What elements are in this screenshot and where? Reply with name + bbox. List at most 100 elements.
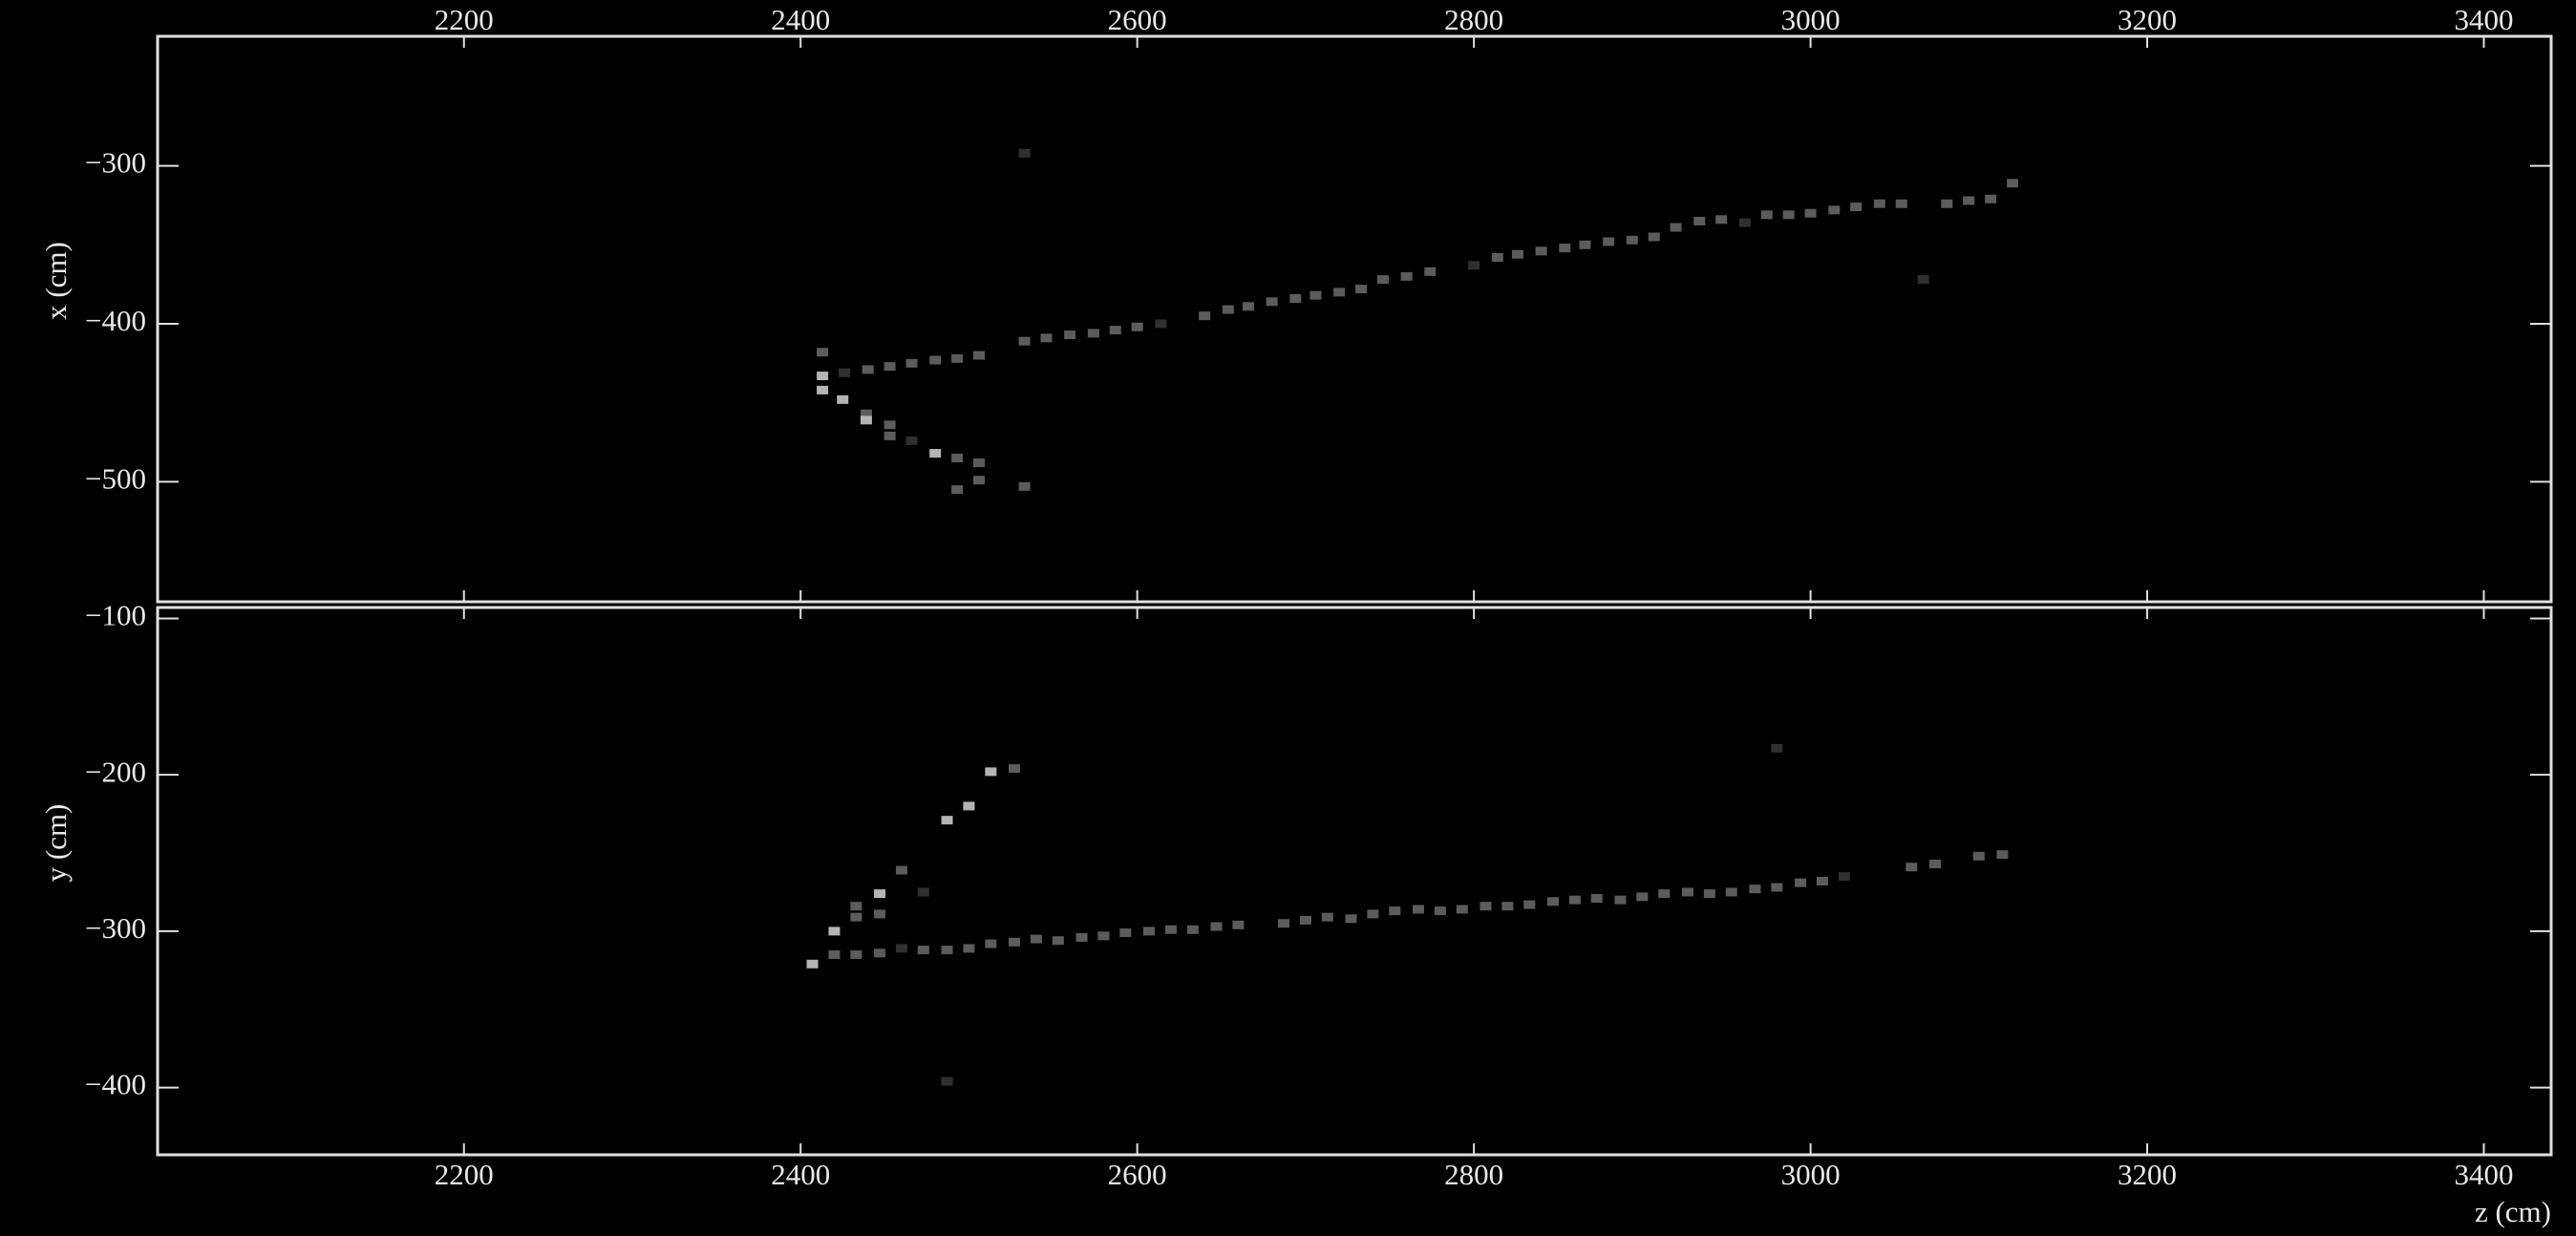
hit: [1143, 927, 1155, 935]
hit: [850, 902, 862, 910]
hit: [1223, 306, 1234, 314]
hit: [1389, 906, 1400, 915]
hit: [1413, 905, 1424, 913]
x-tick-label: 2600: [1108, 1158, 1167, 1191]
hit: [1064, 330, 1075, 339]
hit: [1795, 879, 1806, 887]
hit: [1658, 889, 1670, 898]
hit: [1309, 291, 1321, 300]
x-axis-label: z (cm): [2475, 1195, 2551, 1228]
hit: [1289, 294, 1301, 303]
x-tick-label: 2200: [435, 3, 494, 36]
hit: [1579, 241, 1590, 249]
hit: [1165, 926, 1177, 934]
hit: [1918, 275, 1929, 284]
y-tick-label: −300: [85, 911, 146, 945]
hit: [1053, 936, 1064, 945]
hit: [918, 946, 929, 954]
hit: [1761, 210, 1773, 219]
hit: [1569, 896, 1581, 905]
hit: [850, 950, 862, 959]
y-tick-label: −300: [85, 146, 146, 180]
hit: [1682, 887, 1693, 896]
hit: [837, 395, 848, 404]
hit: [1401, 272, 1413, 281]
hit: [1547, 897, 1559, 906]
hit: [906, 437, 918, 445]
hit: [1905, 863, 1917, 871]
hit: [1367, 909, 1378, 918]
hit: [942, 816, 953, 824]
hit: [1267, 297, 1278, 306]
plot-frame: [158, 36, 2551, 602]
x-tick-label: 2400: [771, 3, 830, 36]
hit: [874, 889, 885, 898]
hit: [1771, 744, 1782, 753]
hit: [884, 432, 896, 440]
hit: [1536, 246, 1547, 255]
hit: [874, 948, 885, 957]
hit: [1896, 200, 1907, 208]
hit: [1771, 884, 1782, 892]
hit: [1435, 906, 1446, 915]
hit: [1671, 224, 1682, 232]
hit: [1097, 931, 1109, 940]
x-tick-label: 2400: [771, 1158, 830, 1191]
hit: [1996, 850, 2008, 859]
hit: [1614, 896, 1626, 905]
hit: [1941, 200, 1952, 208]
y-tick-label: −400: [85, 304, 146, 337]
hit: [1874, 200, 1885, 208]
hit: [1850, 202, 1862, 211]
hit: [1985, 195, 1996, 203]
hit: [839, 369, 850, 377]
hit: [1704, 889, 1715, 898]
hit: [828, 950, 840, 959]
hit: [942, 946, 953, 954]
hit: [1627, 236, 1638, 245]
hit: [1031, 935, 1042, 944]
x-tick-label: 3200: [2118, 3, 2177, 36]
event-display: 2200240026002800300032003400−300−400−500…: [0, 0, 2576, 1236]
hit: [1512, 250, 1523, 259]
hit: [1839, 872, 1850, 881]
hit: [929, 449, 941, 458]
hit: [1749, 884, 1760, 893]
hit: [1019, 337, 1031, 346]
hit: [1603, 237, 1614, 245]
hit: [862, 365, 874, 373]
hit: [874, 909, 885, 918]
hit: [1278, 919, 1289, 927]
hit: [973, 458, 985, 467]
hit: [817, 372, 828, 380]
hit: [1009, 764, 1020, 773]
hit: [1076, 933, 1088, 942]
hit: [1492, 253, 1503, 262]
hit: [884, 362, 896, 371]
hit: [850, 913, 862, 922]
y-axis-label: x (cm): [39, 242, 73, 320]
hit: [1715, 215, 1727, 224]
x-tick-label: 3000: [1781, 3, 1841, 36]
hit: [951, 454, 963, 462]
hit: [896, 944, 907, 952]
hit: [1110, 326, 1121, 334]
hit: [929, 355, 941, 364]
y-tick-label: −500: [85, 461, 146, 495]
hit: [1828, 205, 1840, 214]
hit: [1377, 275, 1389, 284]
hit: [1805, 209, 1817, 218]
hit: [2007, 179, 2018, 187]
y-tick-label: −400: [85, 1068, 146, 1101]
hit: [1345, 914, 1356, 923]
hit: [918, 887, 929, 896]
y-tick-label: −200: [85, 755, 146, 788]
hit: [1591, 894, 1603, 903]
hit: [817, 386, 828, 394]
hit: [1973, 852, 1985, 861]
hit: [1726, 887, 1737, 896]
hit: [963, 801, 974, 810]
hit: [942, 1077, 953, 1086]
hit: [1480, 902, 1491, 910]
hit: [1649, 233, 1660, 242]
